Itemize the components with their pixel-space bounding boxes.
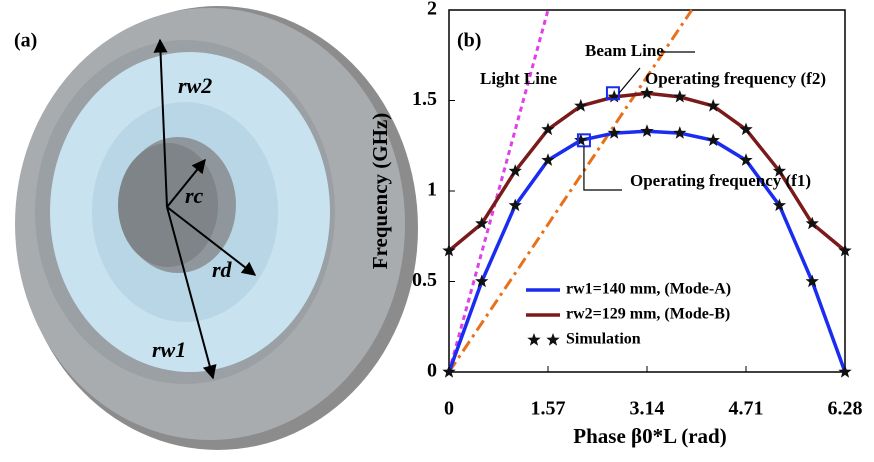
panel-label: (b): [457, 30, 481, 52]
radius-label: rw2: [178, 73, 212, 98]
annotation-pointer: [619, 68, 640, 93]
radius-label: rw1: [152, 337, 186, 362]
radius-label: rd: [212, 257, 233, 282]
x-axis-title: Phase β0*L (rad): [573, 424, 726, 448]
legend-label: rw2=129 mm, (Mode-B): [566, 306, 730, 323]
simulation-star: [673, 90, 686, 103]
annotation-pointer: [584, 146, 622, 190]
annotation: Operating frequency (f1): [630, 171, 811, 190]
simulation-star: [673, 126, 686, 139]
x-tick-label: 3.14: [630, 398, 665, 420]
figure: (a) rw2 rc rd rw1 (b) Phase β0*L (rad) F…: [0, 0, 874, 457]
legend-star: [527, 333, 559, 346]
radius-label: rc: [185, 183, 204, 208]
x-tick-label: 1.57: [531, 398, 566, 420]
x-tick-label: 0: [444, 398, 454, 420]
simulation-star: [838, 365, 851, 378]
panel-label: (a): [14, 30, 37, 52]
x-tick-label: 6.28: [828, 398, 863, 420]
y-tick-label: 1: [427, 179, 437, 201]
y-tick-label: 0.5: [412, 269, 437, 291]
x-tick-label: 4.71: [729, 398, 764, 420]
legend-label: rw1=140 mm, (Mode-A): [566, 281, 731, 298]
y-tick-label: 2: [427, 0, 437, 20]
reference-line: [449, 10, 548, 372]
simulation-star: [640, 124, 653, 137]
y-axis-title: Frequency (GHz): [368, 113, 392, 270]
annotation: Operating frequency (f2): [645, 69, 826, 88]
legend-label: Simulation: [566, 331, 641, 348]
annotation: Light Line: [480, 69, 557, 88]
simulation-star: [640, 86, 653, 99]
y-tick-label: 1.5: [412, 88, 437, 110]
simulation-star: [608, 126, 621, 139]
panel-a-drawing: (a) rw2 rc rd rw1: [8, 0, 426, 452]
y-tick-label: 0: [427, 360, 437, 382]
series-line: [449, 131, 845, 372]
chart: (b) Phase β0*L (rad) Frequency (GHz) 0 1.…: [368, 0, 863, 448]
annotation: Beam Line: [585, 41, 664, 60]
